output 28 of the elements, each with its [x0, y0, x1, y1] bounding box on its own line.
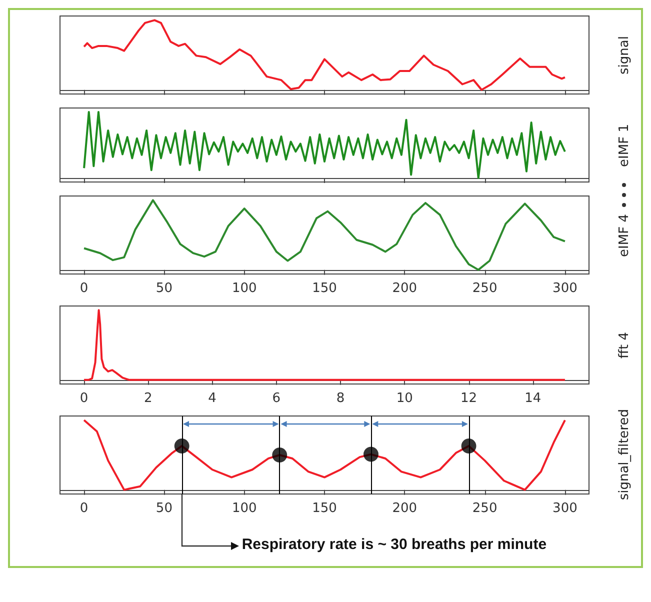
y-axis-title: eIMF 1	[616, 124, 632, 166]
x-tick-label: 300	[552, 281, 578, 296]
text: Respiratory rate is ~ 30 breaths per minute	[242, 536, 547, 553]
x-tick-label: 250	[472, 501, 498, 516]
x-tick-label: 150	[312, 501, 337, 516]
x-tick-label: 250	[472, 281, 498, 296]
x-tick-label: 0	[80, 391, 88, 406]
y-axis-title: signal	[616, 36, 632, 74]
x-tick-label: 6	[272, 391, 281, 406]
x-tick-label: 12	[460, 391, 478, 406]
x-tick-label: 50	[156, 281, 172, 296]
y-axis-title: fft 4	[616, 332, 632, 358]
x-tick-label: 200	[392, 501, 418, 516]
x-tick-label: 0	[80, 501, 88, 516]
x-tick-label: 14	[524, 391, 542, 406]
x-tick-label: 8	[336, 391, 345, 406]
x-tick-label: 2	[144, 391, 152, 406]
x-tick-label: 0	[80, 281, 88, 296]
x-tick-label: 100	[232, 281, 257, 296]
x-tick-label: 10	[396, 391, 413, 406]
y-axis-title: signal_filtered	[616, 409, 632, 501]
x-tick-label: 300	[552, 501, 578, 516]
x-tick-label: 100	[232, 501, 257, 516]
x-tick-label: 50	[156, 501, 172, 516]
x-tick-label: 150	[312, 281, 337, 296]
x-tick-label: 200	[392, 281, 418, 296]
x-tick-label: 4	[208, 391, 216, 406]
y-axis-title: eIMF 4	[616, 214, 632, 256]
